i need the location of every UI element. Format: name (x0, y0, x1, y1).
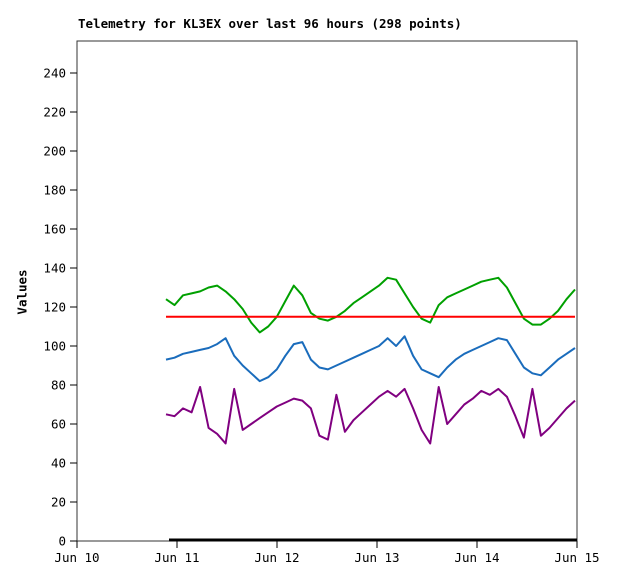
y-tick-label: 100 (43, 339, 66, 354)
y-tick-label: 60 (51, 417, 66, 432)
plot-border (76, 40, 578, 542)
x-tick-label: Jun 12 (254, 550, 299, 565)
chart-title: Telemetry for KL3EX over last 96 hours (… (78, 16, 462, 31)
y-tick-label: 20 (51, 495, 66, 510)
y-tick-label: 40 (51, 456, 66, 471)
y-tick-label: 220 (43, 105, 66, 120)
y-tick-label: 160 (43, 222, 66, 237)
y-tick-label: 240 (43, 66, 66, 81)
y-tick-label: 140 (43, 261, 66, 276)
x-tick-label: Jun 14 (454, 550, 499, 565)
y-tick-label: 0 (58, 534, 66, 549)
series-green-line (165, 276, 576, 334)
x-tick-label: Jun 15 (554, 550, 599, 565)
x-tick-label: Jun 11 (154, 550, 199, 565)
y-tick-label: 200 (43, 144, 66, 159)
y-tick-label: 80 (51, 378, 66, 393)
y-tick-label: 180 (43, 183, 66, 198)
y-tick-label: 120 (43, 300, 66, 315)
series-purple-line (165, 386, 576, 445)
x-tick-label: Jun 10 (54, 550, 99, 565)
series-blue-line (165, 335, 576, 383)
x-tick-label: Jun 13 (354, 550, 399, 565)
